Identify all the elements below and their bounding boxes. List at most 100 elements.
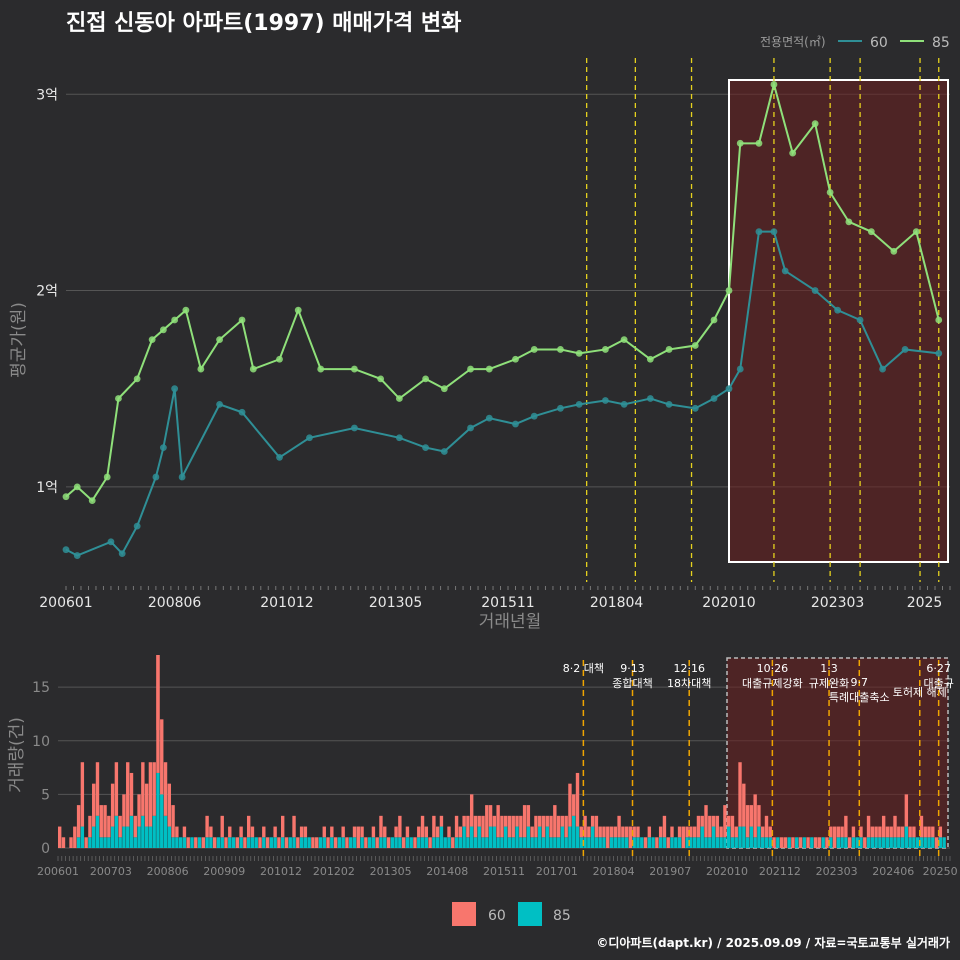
- volume-bar-85: [919, 837, 924, 848]
- volume-bar-85: [560, 826, 565, 848]
- price-series-85-point: [88, 497, 96, 504]
- volume-bar-60: [224, 837, 228, 848]
- volume-bar-60: [435, 826, 440, 838]
- volume-x-tick-label: 202112: [759, 865, 801, 878]
- volume-bar-85: [745, 837, 750, 848]
- policy-annotation: 9·7: [851, 676, 869, 689]
- volume-bar-60: [851, 826, 856, 838]
- volume-bar-60: [352, 826, 357, 838]
- volume-bar-60: [791, 837, 795, 848]
- price-series-85-point: [351, 365, 358, 373]
- volume-bar-85: [197, 837, 202, 848]
- price-series-60-line: [65, 230, 939, 557]
- volume-bar-85: [738, 826, 742, 848]
- volume-bar-60: [383, 826, 387, 838]
- volume-bar-60: [167, 783, 171, 827]
- price-series-85-point: [133, 375, 141, 383]
- price-series-60-point: [530, 412, 538, 420]
- volume-bar-85: [587, 837, 591, 848]
- volume-bar-60: [745, 805, 750, 838]
- volume-bar-60: [496, 805, 500, 838]
- volume-bar-60: [246, 815, 251, 838]
- volume-bar-85: [938, 837, 943, 848]
- volume-bar-60: [549, 815, 553, 838]
- volume-bar-85: [704, 837, 708, 848]
- price-x-axis-title: 거래년월: [479, 612, 542, 632]
- volume-bar-60: [80, 762, 85, 827]
- volume-bar-60: [572, 794, 576, 816]
- price-highlight-box: [728, 79, 949, 563]
- volume-bar-60: [594, 815, 599, 838]
- price-y-tick-label: 2억: [36, 284, 58, 300]
- price-series-60-point: [710, 395, 718, 402]
- volume-bar-60: [602, 826, 606, 838]
- price-series-85-point: [422, 375, 429, 383]
- volume-bar-60: [194, 837, 198, 848]
- volume-bar-85: [246, 837, 251, 848]
- volume-bar-60: [700, 815, 704, 827]
- volume-bar-85: [337, 837, 342, 848]
- volume-bar-60: [825, 837, 829, 848]
- volume-bar-60: [938, 826, 943, 838]
- volume-bar-60: [103, 805, 107, 838]
- volume-bar-85: [609, 837, 614, 848]
- volume-bar-85: [341, 837, 345, 848]
- price-series-85-point: [530, 346, 538, 353]
- volume-bar-60: [126, 762, 130, 827]
- volume-bar-60: [485, 805, 489, 838]
- policy-annotation: 토허제 해제: [893, 685, 947, 699]
- volume-bar-60: [617, 815, 621, 838]
- volume-bar-85: [205, 837, 209, 848]
- volume-bar-60: [303, 826, 308, 838]
- volume-bar-85: [583, 837, 587, 848]
- price-series-85-point: [691, 342, 699, 349]
- volume-bar-60: [477, 815, 481, 827]
- volume-bar-60: [832, 826, 837, 848]
- volume-bar-85: [439, 826, 444, 848]
- legend-85-label: 85: [932, 35, 950, 51]
- volume-y-tick-label: 15: [32, 680, 50, 696]
- volume-bar-60: [908, 826, 912, 838]
- price-series-60-point: [601, 397, 609, 404]
- volume-bar-60: [356, 826, 360, 848]
- price-series-60-point: [422, 444, 429, 451]
- volume-bar-85: [594, 837, 599, 848]
- price-series-85-point: [912, 228, 920, 236]
- price-series-60-point: [736, 365, 744, 373]
- volume-bar-60: [515, 815, 519, 827]
- volume-bar-85: [88, 837, 92, 848]
- volume-bar-60: [772, 837, 776, 848]
- volume-bar-60: [175, 826, 179, 838]
- volume-bar-85: [572, 815, 576, 848]
- volume-bar-85: [692, 837, 697, 848]
- volume-bar-85: [99, 837, 103, 848]
- price-series-60-point: [238, 408, 246, 416]
- volume-bar-85: [670, 837, 674, 848]
- volume-bar-60: [488, 805, 493, 827]
- volume-bar-60: [590, 815, 595, 827]
- price-series-85-point: [182, 306, 190, 314]
- volume-bar-85: [469, 826, 474, 848]
- volume-x-tick-label: 200703: [90, 865, 132, 878]
- volume-bar-60: [757, 805, 761, 827]
- volume-bar-60: [538, 815, 542, 827]
- price-series-85-point: [197, 365, 205, 373]
- volume-bar-60: [526, 805, 531, 827]
- policy-annotation: 6·27: [926, 662, 951, 675]
- volume-bar-60: [137, 794, 141, 827]
- volume-bar-85: [360, 837, 364, 848]
- volume-bar-60: [401, 837, 406, 848]
- volume-bar-60: [341, 826, 345, 838]
- volume-bar-60: [451, 837, 455, 848]
- volume-bar-85: [538, 826, 542, 848]
- volume-bar-85: [92, 826, 96, 848]
- volume-bar-85: [262, 837, 266, 848]
- volume-bar-85: [432, 837, 436, 848]
- price-x-tick-label: 2025: [907, 595, 943, 611]
- volume-bar-60: [923, 826, 927, 838]
- volume-bar-60: [186, 837, 190, 848]
- price-series-85-point: [512, 355, 519, 363]
- volume-y-tick-label: 0: [41, 841, 50, 857]
- volume-bar-85: [473, 837, 478, 848]
- volume-y-tick-label: 5: [41, 787, 50, 803]
